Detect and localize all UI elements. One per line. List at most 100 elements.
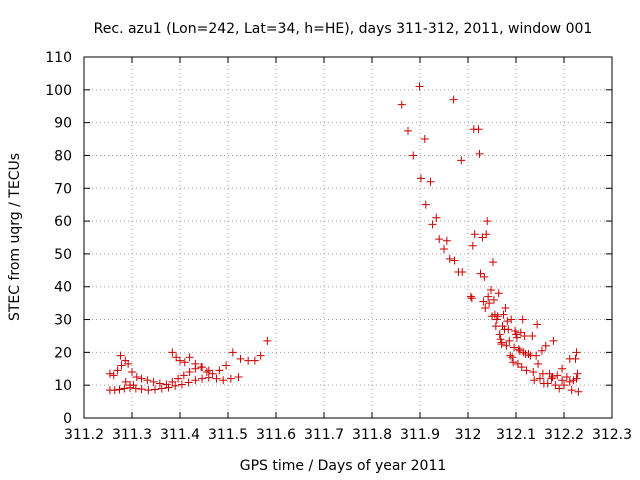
data-point xyxy=(415,82,424,91)
data-point xyxy=(149,377,158,386)
data-point xyxy=(489,295,498,304)
data-point xyxy=(197,363,206,372)
data-point xyxy=(113,366,122,375)
data-point xyxy=(517,363,526,372)
x-tick-label: 311.6 xyxy=(256,427,296,443)
x-tick-label: 311.4 xyxy=(160,427,200,443)
data-point xyxy=(507,315,516,324)
data-point xyxy=(191,376,200,385)
data-point xyxy=(495,330,504,339)
data-point xyxy=(177,380,186,389)
data-point xyxy=(121,377,130,386)
data-point xyxy=(435,235,444,244)
data-point xyxy=(512,333,521,342)
x-axis-ticks: 311.2 311.3 311.4 311.5 311.6 311.7 311.8 311.9… xyxy=(64,57,632,443)
data-point xyxy=(536,374,544,383)
data-point xyxy=(503,317,512,326)
data-point xyxy=(537,346,546,355)
data-point xyxy=(428,220,437,229)
data-point xyxy=(470,230,479,239)
data-point xyxy=(529,368,538,377)
data-point xyxy=(202,368,211,377)
data-point xyxy=(250,356,259,365)
data-point xyxy=(180,358,189,367)
data-point xyxy=(129,381,138,390)
data-point xyxy=(487,286,496,295)
data-point xyxy=(132,372,141,381)
data-point xyxy=(420,135,429,144)
data-point xyxy=(572,348,581,357)
data-point xyxy=(509,358,518,367)
data-point xyxy=(514,345,523,354)
x-tick-label: 311.3 xyxy=(112,427,152,443)
data-point xyxy=(116,351,125,360)
y-tick-label: 10 xyxy=(54,378,72,394)
data-point xyxy=(263,336,272,345)
data-point xyxy=(511,327,520,336)
data-point xyxy=(522,366,531,375)
x-tick-label: 311.2 xyxy=(64,427,104,443)
data-point xyxy=(548,372,557,381)
data-point xyxy=(137,385,146,394)
data-point xyxy=(457,156,466,165)
grid-lines xyxy=(84,57,612,418)
data-point xyxy=(110,386,119,395)
data-point xyxy=(157,384,166,393)
data-point xyxy=(151,385,160,394)
data-point xyxy=(228,348,237,357)
y-tick-label: 50 xyxy=(54,247,72,263)
data-point xyxy=(533,320,542,329)
data-point xyxy=(185,353,194,362)
data-point xyxy=(208,369,217,378)
data-point xyxy=(573,369,582,378)
data-point xyxy=(215,366,224,375)
data-point xyxy=(560,381,568,390)
y-tick-label: 30 xyxy=(54,313,72,329)
data-point xyxy=(143,376,152,385)
data-point xyxy=(168,348,177,357)
data-point xyxy=(397,100,406,109)
data-point xyxy=(222,361,231,370)
data-point xyxy=(484,292,493,301)
data-point xyxy=(466,292,475,301)
x-tick-label: 312.2 xyxy=(544,427,584,443)
data-point xyxy=(574,387,583,396)
data-point xyxy=(520,331,529,340)
data-point xyxy=(543,379,552,388)
data-point xyxy=(571,354,580,363)
data-point xyxy=(184,378,193,387)
data-point xyxy=(458,267,467,276)
data-point xyxy=(445,254,454,263)
data-point xyxy=(124,359,133,368)
data-point xyxy=(409,151,418,160)
data-point xyxy=(105,369,114,378)
data-point xyxy=(115,385,124,394)
data-point xyxy=(109,371,118,380)
data-point xyxy=(476,269,485,278)
y-tick-label: 110 xyxy=(45,50,72,66)
data-point xyxy=(528,331,537,340)
data-point xyxy=(538,369,547,378)
data-point xyxy=(502,341,511,350)
data-point xyxy=(551,381,560,390)
data-point xyxy=(198,374,207,383)
data-point xyxy=(541,341,550,350)
data-point xyxy=(494,289,503,298)
data-point xyxy=(516,328,525,337)
data-point xyxy=(478,233,487,242)
data-points xyxy=(105,82,583,396)
data-point xyxy=(547,374,556,383)
x-tick-label: 311.7 xyxy=(304,427,344,443)
y-tick-label: 100 xyxy=(45,83,72,99)
data-point xyxy=(128,368,136,377)
data-point xyxy=(204,366,213,375)
data-point xyxy=(479,297,488,306)
data-point xyxy=(176,356,184,365)
data-point xyxy=(519,348,528,357)
data-point xyxy=(236,354,245,363)
data-point xyxy=(504,325,513,334)
data-point xyxy=(234,372,243,381)
data-point xyxy=(440,244,448,253)
data-point xyxy=(562,372,571,381)
x-tick-label: 312.1 xyxy=(496,427,536,443)
